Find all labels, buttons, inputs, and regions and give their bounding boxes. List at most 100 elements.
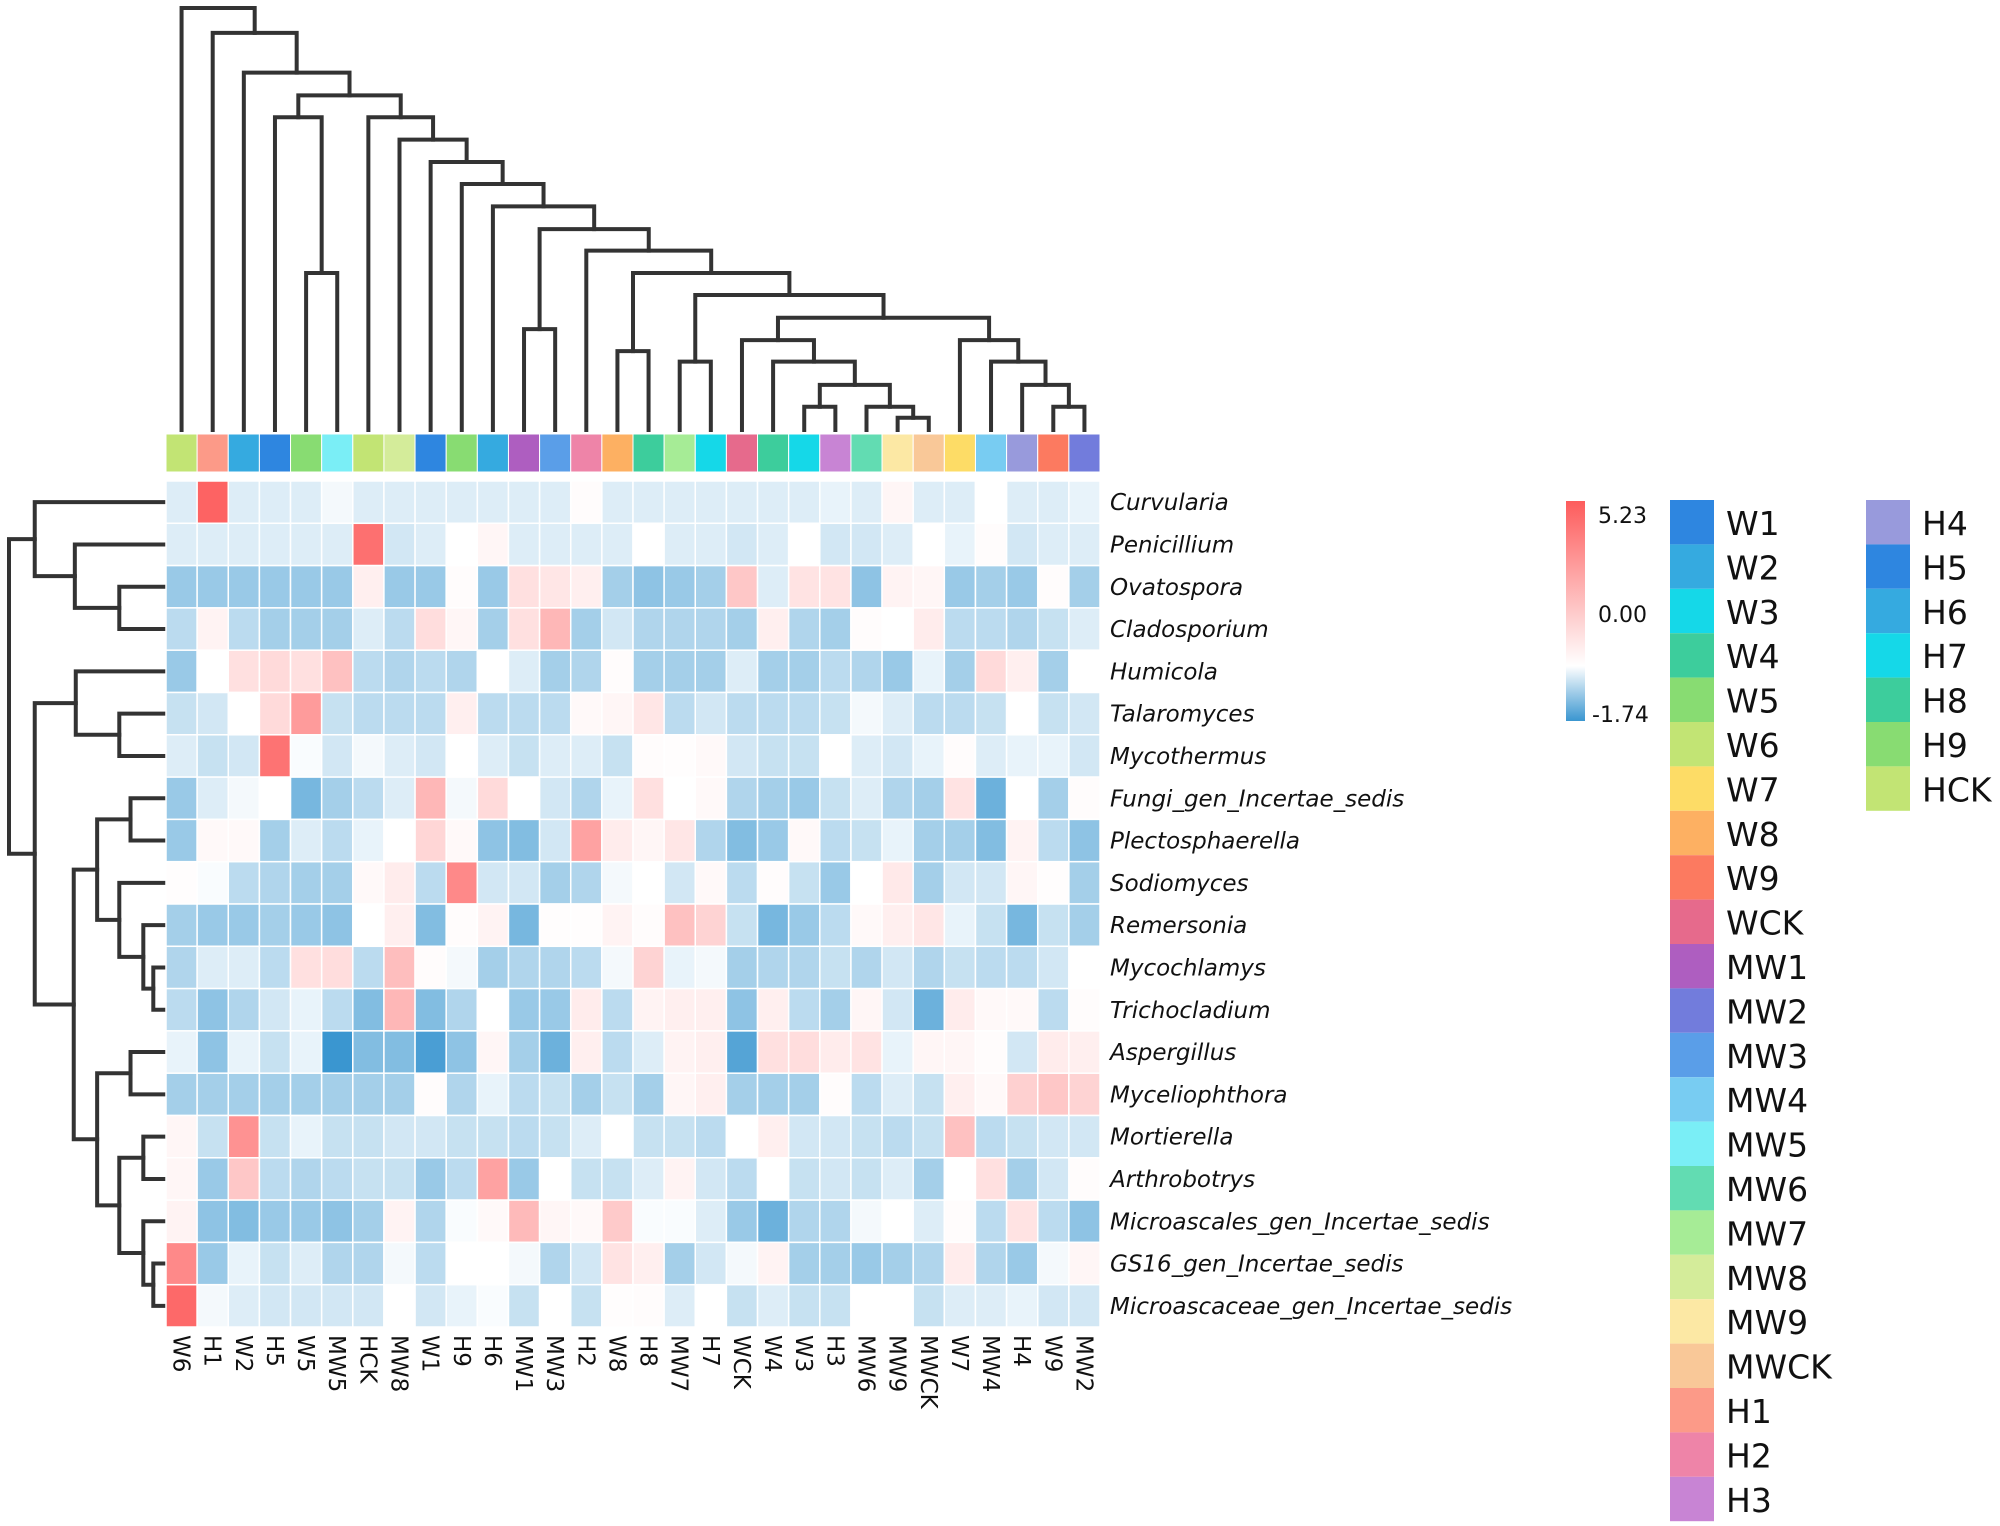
heatmap-cell: [632, 734, 665, 778]
legend-swatch: [1866, 677, 1910, 722]
heatmap-cell: [943, 1114, 977, 1159]
heatmap-cell: [165, 1199, 198, 1244]
heatmap-cell: [912, 480, 946, 525]
heatmap-cell: [414, 1157, 447, 1201]
annotation-cell: [227, 433, 260, 473]
heatmap-cell: [819, 1114, 852, 1159]
heatmap-cell: [912, 1199, 946, 1244]
legend-label: H9: [1922, 726, 1968, 765]
heatmap-cell: [881, 734, 914, 778]
heatmap-cell: [725, 860, 759, 905]
legend-label: MW2: [1726, 992, 1808, 1031]
heatmap-cell: [756, 818, 790, 863]
heatmap-cell: [165, 987, 198, 1032]
heatmap-cell: [507, 522, 541, 567]
dendrogram-branch: [272, 115, 324, 432]
legend-label: H5: [1922, 548, 1968, 587]
heatmap-cell: [569, 776, 603, 821]
heatmap-cell: [663, 564, 697, 609]
heatmap-cell: [725, 1283, 759, 1328]
heatmap-cell: [850, 818, 883, 863]
heatmap-cell: [258, 903, 292, 948]
dendrogram-branch: [128, 796, 167, 843]
heatmap-cell: [414, 691, 447, 736]
heatmap-cell: [320, 945, 354, 990]
legend-swatch: [1866, 588, 1910, 634]
legend-label: MWCK: [1726, 1348, 1833, 1387]
heatmap-cell: [569, 691, 603, 736]
heatmap-cell: [725, 1072, 759, 1117]
dendrogram-branch: [459, 181, 546, 432]
heatmap-cell: [601, 480, 634, 525]
row-label: Mycothermus: [1110, 744, 1266, 770]
heatmap-cell: [819, 945, 852, 990]
heatmap-cell: [943, 649, 977, 694]
heatmap-cell: [227, 1114, 261, 1159]
legend-swatch: [1670, 944, 1714, 989]
heatmap-cell: [943, 1241, 977, 1286]
heatmap-cell: [320, 903, 354, 948]
heatmap-cell: [507, 564, 541, 609]
heatmap-cell: [227, 734, 261, 778]
heatmap-cell: [881, 480, 914, 525]
heatmap-cell: [569, 860, 603, 905]
heatmap-cell: [569, 522, 603, 567]
heatmap-cell: [1036, 1114, 1070, 1159]
annotation-cell: [974, 433, 1008, 473]
column-label: H6: [479, 1335, 505, 1367]
heatmap-cell: [819, 691, 852, 736]
heatmap-cell: [756, 945, 790, 990]
color-scale-max-label: 5.23: [1598, 504, 1647, 529]
heatmap-cell: [227, 776, 261, 821]
heatmap-cell: [289, 1114, 323, 1159]
column-label: H2: [572, 1335, 598, 1367]
heatmap-cell: [912, 1283, 946, 1328]
heatmap-cell: [538, 818, 572, 863]
heatmap-cell: [632, 903, 665, 948]
heatmap-cell: [1005, 1157, 1039, 1201]
legend-swatch: [1670, 1254, 1714, 1300]
dendrogram-branch: [210, 30, 299, 432]
heatmap-cell: [1005, 522, 1039, 567]
color-scale-bar: [1566, 501, 1585, 721]
column-label: WCK: [728, 1335, 754, 1390]
heatmap-cell: [227, 818, 261, 863]
legend-label: WCK: [1726, 904, 1805, 943]
heatmap-cell: [383, 1199, 416, 1244]
heatmap-cell: [414, 903, 447, 948]
heatmap-cell: [383, 1030, 416, 1074]
heatmap-cell: [787, 818, 821, 863]
dendrogram-branch: [117, 584, 167, 632]
heatmap-cell: [352, 734, 385, 778]
heatmap-cell: [289, 480, 323, 525]
dendrogram-branch: [366, 115, 436, 432]
dendrogram-branch: [128, 1050, 167, 1097]
heatmap-cell: [974, 1030, 1008, 1074]
heatmap-cell: [1005, 691, 1039, 736]
legend-swatch: [1670, 1032, 1714, 1078]
heatmap-cell: [850, 522, 883, 567]
heatmap-cell: [694, 649, 728, 694]
heatmap-cell: [1068, 776, 1101, 821]
heatmap-cell: [383, 860, 416, 905]
heatmap-cell: [601, 1114, 634, 1159]
dendrogram-branch: [989, 359, 1048, 432]
heatmap-cell: [383, 945, 416, 990]
heatmap-cell: [912, 1241, 946, 1286]
heatmap-cell: [196, 987, 230, 1032]
heatmap-cell: [383, 522, 416, 567]
column-annotation-bar: [165, 433, 1101, 473]
legend-label: MW6: [1726, 1170, 1808, 1209]
dendrogram-branch: [522, 327, 558, 432]
heatmap-cell: [1068, 649, 1101, 694]
heatmap-cell: [943, 522, 977, 567]
dendrogram-branch: [428, 160, 505, 432]
heatmap-cell: [196, 1157, 230, 1201]
heatmap-cell: [289, 522, 323, 567]
heatmap-cell: [974, 607, 1008, 651]
heatmap-cell: [258, 1283, 292, 1328]
heatmap-cell: [476, 903, 510, 948]
legend-label: W8: [1726, 815, 1780, 854]
heatmap-cell: [1005, 649, 1039, 694]
column-label: W8: [603, 1335, 629, 1372]
